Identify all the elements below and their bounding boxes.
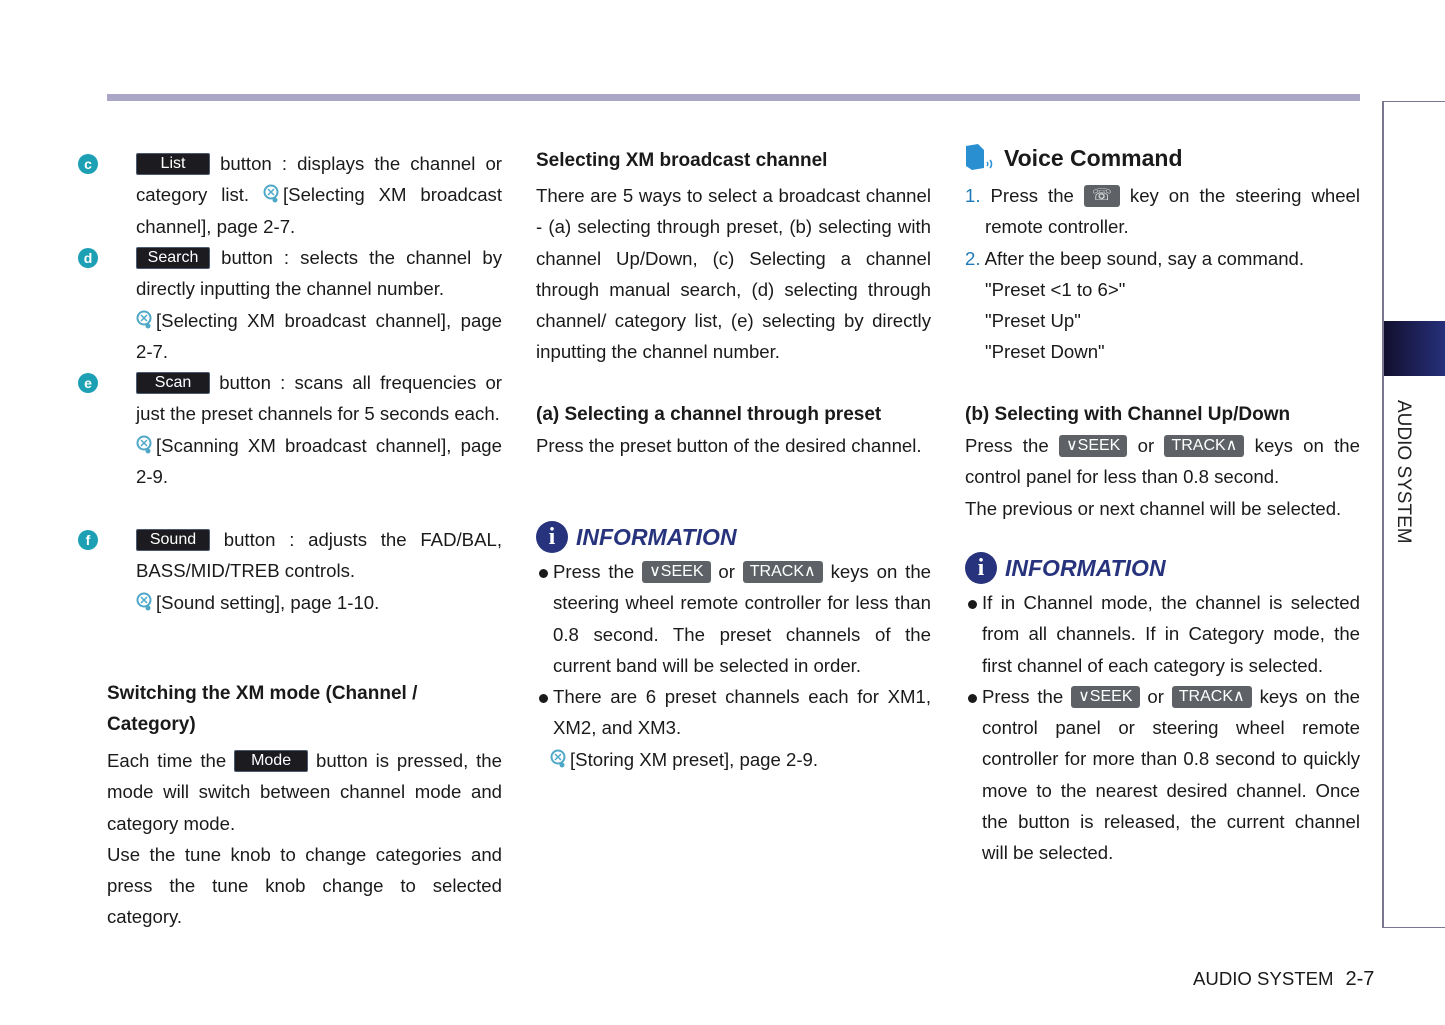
text: Press the <box>990 185 1074 206</box>
reference-icon <box>136 592 152 611</box>
updown-heading: (b) Selecting with Channel Up/Down <box>965 404 1291 425</box>
information-list: If in Channel mode, the channel is selec… <box>965 587 1360 869</box>
reference-text: [Storing XM preset], page 2-9. <box>570 748 819 770</box>
letter-f-icon: f <box>78 530 98 550</box>
voice-command-icon <box>966 144 993 170</box>
preset-heading: (a) Selecting a channel through preset <box>536 404 882 425</box>
text: After the beep sound, say a command. <box>984 247 1305 269</box>
sound-button-label: Sound <box>136 529 210 551</box>
text: or <box>1137 435 1155 456</box>
information-list: Press the ∨SEEK or TRACK∧ keys on the st… <box>536 556 931 775</box>
list-item: If in Channel mode, the channel is selec… <box>965 587 1360 681</box>
item-sound: f Sound button : adjusts the FAD/BAL, BA… <box>78 524 502 618</box>
step-2: 2. After the beep sound, say a command. <box>965 243 1360 274</box>
track-key-label: TRACK∧ <box>1171 685 1252 708</box>
switch-heading: Switching the XM mode (Channel / Categor… <box>107 683 418 736</box>
side-tab-frame <box>1382 101 1445 928</box>
text: Press the <box>965 435 1049 456</box>
text: or <box>1147 685 1164 707</box>
info-icon: i <box>536 521 568 553</box>
step-number: 1. <box>965 185 981 206</box>
reference-icon <box>550 749 566 768</box>
page-footer: AUDIO SYSTEM 2-7 <box>1193 968 1374 991</box>
list-button-label: List <box>136 153 210 175</box>
text: keys on the control panel for less than … <box>965 435 1360 488</box>
text: Use the tune knob to change categories a… <box>107 843 502 928</box>
information-header: i INFORMATION <box>965 552 1166 584</box>
voice-command-header: Voice Command <box>964 142 1183 174</box>
list-item: Press the ∨SEEK or TRACK∧ keys on the co… <box>965 681 1360 869</box>
letter-d-icon: d <box>78 248 98 268</box>
seek-key-label: ∨SEEK <box>1058 435 1128 457</box>
text: key on the steering wheel remote control… <box>985 185 1361 238</box>
talk-key-icon: ☏ <box>1083 185 1120 207</box>
item-text: button : scans all frequencies or just t… <box>136 372 502 425</box>
preset-paragraph: Press the preset button of the desired c… <box>536 435 922 456</box>
voice-command-title: Voice Command <box>1004 144 1183 171</box>
track-key-label: TRACK∧ <box>1164 435 1245 457</box>
item-ref: [Sound setting], page 1-10. <box>156 591 380 613</box>
text: The previous or next channel will be sel… <box>965 497 1342 519</box>
text: button is pressed, the mode will switch … <box>107 750 502 834</box>
step-1: 1. Press the ☏ key on the steering wheel… <box>965 180 1360 243</box>
page-number: 2-7 <box>1345 968 1375 990</box>
text: keys on the control panel or steering wh… <box>982 685 1361 864</box>
step-number: 2. <box>965 247 981 269</box>
track-key-label: TRACK∧ <box>742 561 823 583</box>
information-title: INFORMATION <box>1005 554 1166 581</box>
mode-button-label: Mode <box>234 750 309 772</box>
updown-paragraph: Press the ∨SEEK or TRACK∧ keys on the co… <box>965 430 1360 524</box>
search-button-label: Search <box>136 247 210 269</box>
item-list: c List button : displays the channel or … <box>78 148 503 242</box>
letter-c-icon: c <box>78 154 98 174</box>
command: "Preset Up" <box>985 310 1081 332</box>
item-ref: [Selecting XM broadcast channel], page 2… <box>136 309 502 362</box>
text: Each time the <box>107 750 227 771</box>
scan-button-label: Scan <box>136 372 210 394</box>
list-item: Press the ∨SEEK or TRACK∧ keys on the st… <box>536 556 931 681</box>
side-tab-marker <box>1384 321 1445 376</box>
info-icon: i <box>965 552 997 584</box>
item-text: button : selects the channel by directly… <box>136 247 502 300</box>
text: Press the <box>982 685 1064 707</box>
reference-icon <box>136 435 152 454</box>
header-rule <box>107 94 1360 101</box>
side-tab-label: AUDIO SYSTEM <box>1393 400 1414 544</box>
seek-key-label: ∨SEEK <box>642 561 711 583</box>
item-scan: e Scan button : scans all frequencies or… <box>78 367 502 492</box>
text: Press the <box>553 561 635 582</box>
information-title: INFORMATION <box>576 523 737 550</box>
command: "Preset Down" <box>985 341 1105 363</box>
selecting-paragraph: There are 5 ways to select a broadcast c… <box>536 185 931 363</box>
text: or <box>718 561 735 582</box>
text: keys on the steering wheel remote contro… <box>553 561 932 676</box>
item-text: button : displays the channel or categor… <box>136 153 502 206</box>
switch-paragraph: Each time the Mode button is pressed, th… <box>107 745 502 933</box>
command: "Preset <1 to 6>" <box>985 278 1126 300</box>
reference: [Storing XM preset], page 2-9. <box>536 744 931 775</box>
item-ref: [Scanning XM broadcast channel], page 2-… <box>136 434 502 487</box>
selecting-heading: Selecting XM broadcast channel <box>536 150 828 171</box>
reference-icon <box>263 184 279 203</box>
letter-e-icon: e <box>78 373 98 393</box>
item-text: button : adjusts the FAD/BAL, BASS/MID/T… <box>136 529 502 582</box>
reference-icon <box>136 310 152 329</box>
voice-steps: 1. Press the ☏ key on the steering wheel… <box>965 180 1360 368</box>
list-item: There are 6 preset channels each for XM1… <box>536 681 931 744</box>
footer-section: AUDIO SYSTEM <box>1193 968 1334 989</box>
seek-key-label: ∨SEEK <box>1071 685 1140 708</box>
item-search: d Search button : selects the channel by… <box>78 242 502 367</box>
item-ref: [Selecting XM broadcast channel], page 2… <box>136 184 503 237</box>
information-header: i INFORMATION <box>536 521 737 553</box>
